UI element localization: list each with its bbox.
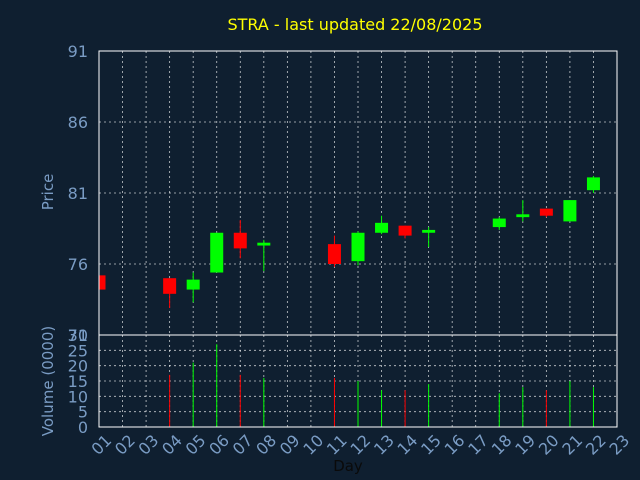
volume-tick-label: 15 [68,372,88,391]
price-candles [98,175,600,309]
volume-tick-label: 10 [68,387,88,406]
candle-body [492,218,506,228]
candle-body [186,279,200,290]
volume-tick-label: 0 [78,418,88,437]
candle-body [210,232,224,273]
candle-body [163,278,177,294]
price-axis-label: Price [39,174,57,211]
candle-body [563,200,577,222]
price-tick-label: 91 [68,42,88,61]
candle-body [257,242,271,246]
price-tick-label: 71 [68,326,88,345]
candle-body [327,244,341,264]
candle-body [539,208,553,216]
chart-title: STRA - last updated 22/08/2025 [227,15,482,34]
candle-body [375,222,389,233]
candle-body [422,229,436,233]
candle-body [398,225,412,236]
candle-body [586,177,600,191]
day-tick-label: 23 [605,431,633,459]
candle-body [516,214,530,218]
candle-body [99,275,106,290]
volume-tick-label: 30 [68,326,88,345]
price-tick-label: 76 [68,255,88,274]
volume-panel-frame [98,334,618,428]
day-axis-ticks: 0102030405060708091011121314151617181920… [87,431,633,459]
volume-tick-label: 5 [78,403,88,422]
volume-tick-label: 25 [68,341,88,360]
volume-tick-label: 20 [68,357,88,376]
candle-body [233,232,247,249]
price-tick-label: 86 [68,113,88,132]
candle-body [351,232,365,262]
price-axis-ticks: 91 86 81 76 71 [68,42,88,345]
day-axis-label: Day [333,457,363,475]
volume-bars [169,344,594,427]
volume-axis-label: Volume (0000) [39,326,57,436]
price-tick-label: 81 [68,184,88,203]
